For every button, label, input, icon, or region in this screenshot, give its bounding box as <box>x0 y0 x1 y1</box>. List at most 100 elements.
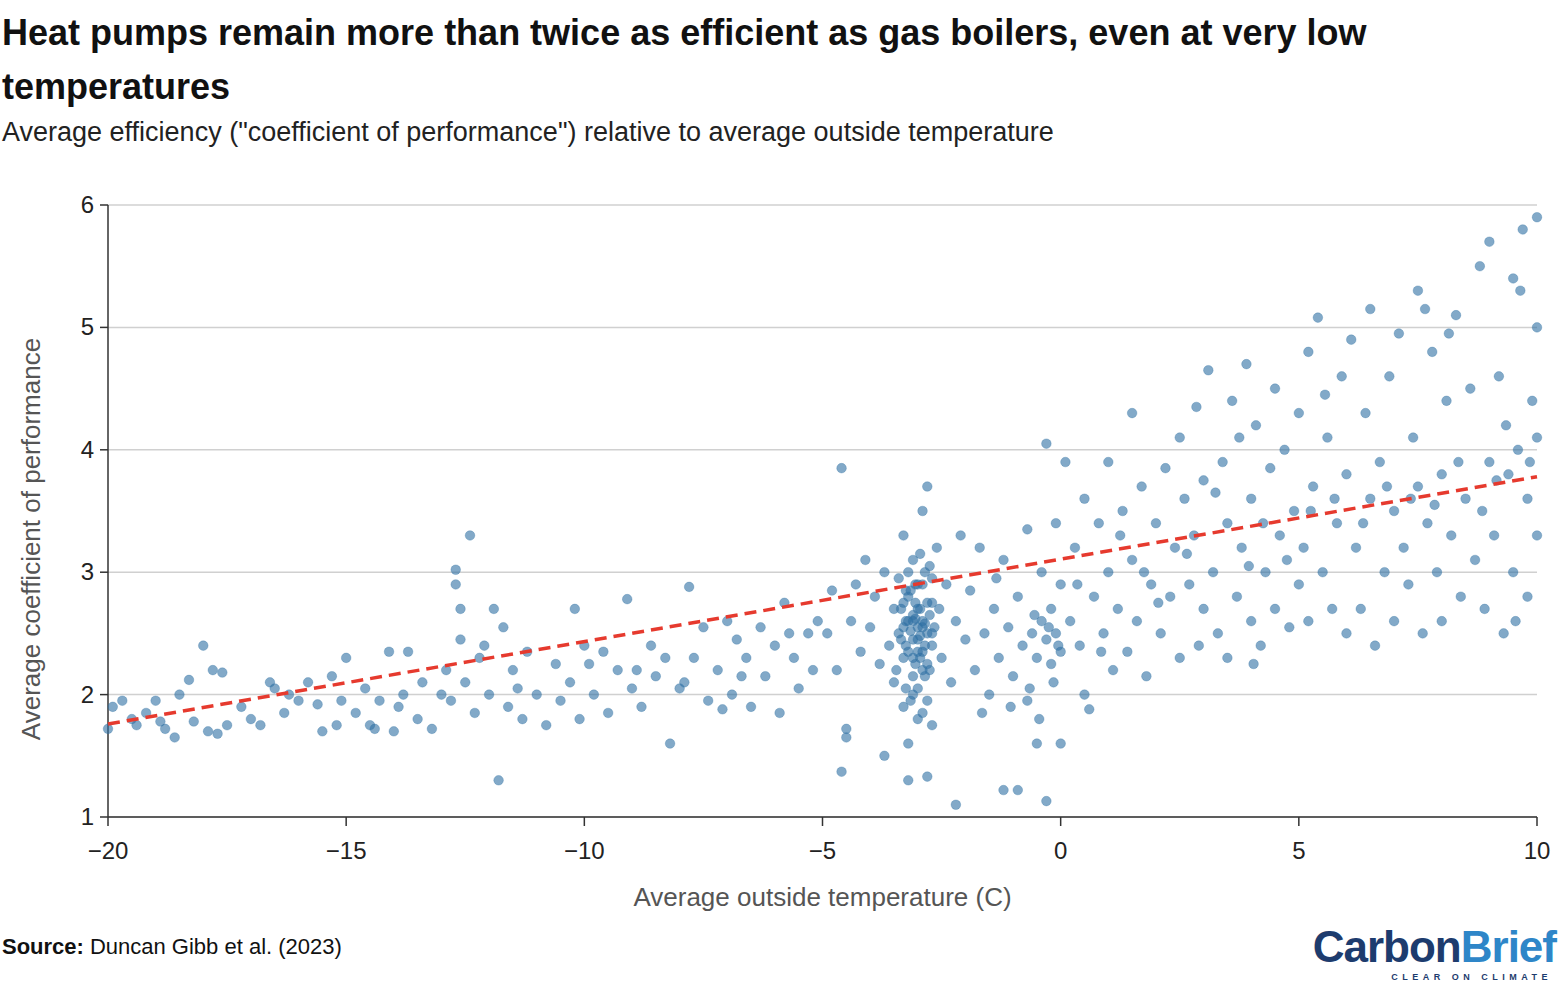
point <box>1430 500 1440 510</box>
point <box>1446 531 1456 541</box>
point <box>1232 592 1242 602</box>
point <box>375 696 385 706</box>
scatter-series <box>103 212 1542 809</box>
brand-part: Brief <box>1461 922 1558 971</box>
point <box>1501 421 1511 431</box>
point <box>761 671 771 681</box>
point <box>1370 641 1380 651</box>
point <box>689 653 699 663</box>
point <box>1382 482 1392 492</box>
point <box>1451 310 1461 320</box>
point <box>1304 616 1314 626</box>
point <box>518 714 528 724</box>
point <box>256 720 266 730</box>
point <box>784 629 794 639</box>
point <box>1466 384 1476 394</box>
point <box>1142 671 1152 681</box>
point <box>570 604 580 614</box>
point <box>1499 629 1509 639</box>
point <box>1096 647 1106 657</box>
x-axis-label: Average outside temperature (C) <box>633 882 1011 912</box>
point <box>1532 433 1542 443</box>
x-tick-label: 5 <box>1292 837 1305 864</box>
point <box>1182 549 1192 559</box>
point <box>870 592 880 602</box>
point <box>1275 531 1285 541</box>
point <box>1532 531 1542 541</box>
point <box>908 616 918 626</box>
point <box>360 684 370 694</box>
point <box>1199 476 1209 486</box>
point <box>842 733 852 743</box>
point <box>1175 653 1185 663</box>
point <box>737 671 747 681</box>
point <box>1285 622 1295 632</box>
point <box>908 653 918 663</box>
point <box>813 616 823 626</box>
point <box>1123 647 1133 657</box>
point <box>1504 469 1514 479</box>
trend-line <box>108 477 1537 724</box>
point <box>1270 604 1280 614</box>
point <box>803 629 813 639</box>
brand: CarbonBrief <box>1313 922 1558 971</box>
point <box>1104 567 1114 577</box>
point <box>727 690 737 700</box>
point <box>1146 580 1156 590</box>
point <box>918 647 928 657</box>
point <box>1327 604 1337 614</box>
point <box>403 647 413 657</box>
point <box>894 574 904 584</box>
point <box>1420 304 1430 314</box>
point <box>903 775 913 785</box>
point <box>1294 408 1304 418</box>
point <box>980 629 990 639</box>
point <box>975 543 985 553</box>
point <box>603 708 613 718</box>
point <box>911 598 921 608</box>
point <box>465 531 475 541</box>
point <box>789 653 799 663</box>
point <box>837 767 847 777</box>
point <box>1003 622 1013 632</box>
point <box>589 690 599 700</box>
point <box>1034 714 1044 724</box>
point <box>1073 580 1083 590</box>
point <box>1332 518 1342 528</box>
grid-line <box>108 449 1537 451</box>
point <box>1223 518 1233 528</box>
x-tick <box>822 817 824 826</box>
point <box>1194 641 1204 651</box>
point <box>1444 329 1454 339</box>
point <box>1165 592 1175 602</box>
point <box>932 543 942 553</box>
point <box>470 708 480 718</box>
point <box>896 635 906 645</box>
point <box>460 678 470 688</box>
point <box>394 702 404 712</box>
brand-part: Carbon <box>1313 922 1461 971</box>
point <box>327 671 337 681</box>
point <box>999 555 1009 565</box>
x-tick <box>1536 817 1538 826</box>
tagline: CLEAR ON CLIMATE <box>1391 972 1552 982</box>
point <box>1423 518 1433 528</box>
point <box>1192 402 1202 412</box>
point <box>922 482 932 492</box>
point <box>1399 543 1409 553</box>
point <box>1365 304 1375 314</box>
point <box>132 720 142 730</box>
point <box>622 594 632 604</box>
x-tick <box>584 817 586 826</box>
point <box>703 696 713 706</box>
point <box>1485 237 1495 247</box>
point <box>1184 580 1194 590</box>
grid-line <box>108 204 1537 206</box>
point <box>951 800 961 810</box>
point <box>884 641 894 651</box>
point <box>970 665 980 675</box>
plot-area <box>103 212 1542 809</box>
y-tick-label: 6 <box>81 191 94 218</box>
point <box>927 629 937 639</box>
point <box>856 647 866 657</box>
